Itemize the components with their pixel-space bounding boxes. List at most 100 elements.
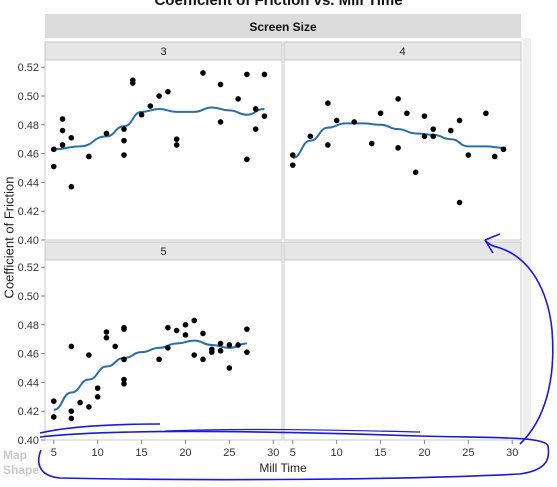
data-point bbox=[68, 134, 75, 141]
x-tick-label: 5 bbox=[51, 447, 57, 459]
data-point bbox=[59, 127, 66, 134]
data-point bbox=[252, 126, 259, 132]
y-tick-label: 0.46 bbox=[18, 349, 39, 361]
data-point bbox=[351, 119, 358, 125]
data-point bbox=[86, 404, 92, 410]
annotation-stroke bbox=[164, 428, 421, 433]
data-point bbox=[68, 183, 75, 190]
data-point bbox=[86, 153, 92, 160]
y-tick-label: 0.40 bbox=[18, 435, 39, 447]
y-tick-label: 0.48 bbox=[18, 120, 39, 132]
smoother-line bbox=[53, 106, 265, 151]
data-point bbox=[244, 156, 250, 163]
data-point bbox=[465, 152, 472, 158]
data-point bbox=[307, 133, 314, 140]
data-point bbox=[121, 381, 127, 387]
data-point bbox=[112, 343, 119, 350]
data-point bbox=[173, 142, 180, 148]
data-point bbox=[252, 106, 259, 112]
y-tick-label: 0.44 bbox=[18, 177, 39, 189]
data-point bbox=[412, 169, 419, 176]
data-point bbox=[244, 349, 250, 355]
data-point bbox=[94, 394, 101, 400]
data-point bbox=[165, 345, 171, 351]
data-point bbox=[325, 100, 331, 106]
x-tick-label: 25 bbox=[462, 447, 474, 459]
data-point bbox=[200, 70, 206, 76]
y-tick-label: 0.52 bbox=[18, 62, 39, 74]
data-point bbox=[217, 81, 224, 88]
data-point bbox=[217, 347, 224, 354]
data-point bbox=[121, 152, 127, 158]
data-point bbox=[165, 88, 171, 95]
y-tick-label: 0.42 bbox=[18, 406, 39, 418]
data-point bbox=[129, 80, 136, 86]
data-point bbox=[430, 126, 437, 132]
data-point bbox=[59, 142, 66, 148]
data-point bbox=[173, 327, 180, 334]
data-point bbox=[182, 332, 189, 338]
data-point bbox=[200, 356, 206, 363]
data-point bbox=[50, 414, 57, 420]
group-header-label: Screen Size bbox=[249, 20, 317, 34]
data-point bbox=[261, 71, 268, 78]
data-point bbox=[208, 346, 215, 353]
data-point bbox=[68, 343, 75, 350]
data-point bbox=[244, 326, 250, 332]
data-point bbox=[50, 146, 57, 153]
data-point bbox=[421, 133, 428, 140]
data-point bbox=[191, 317, 198, 324]
data-point bbox=[235, 96, 241, 102]
smoother-line bbox=[53, 339, 247, 411]
data-point bbox=[325, 142, 331, 148]
data-point bbox=[121, 376, 127, 383]
x-tick-label: 30 bbox=[267, 447, 279, 459]
x-tick-label: 10 bbox=[331, 447, 343, 459]
panel-header-label: 3 bbox=[160, 46, 166, 58]
x-axis-label: Mill Time bbox=[259, 461, 307, 475]
data-point bbox=[368, 140, 375, 147]
data-point bbox=[500, 146, 507, 153]
panel-frame bbox=[283, 59, 522, 241]
data-point bbox=[217, 340, 224, 347]
annotation-arrow-head bbox=[484, 233, 501, 254]
y-tick-label: 0.44 bbox=[18, 377, 39, 389]
x-tick-label: 5 bbox=[290, 447, 296, 459]
data-point bbox=[217, 119, 224, 125]
x-tick-label: 20 bbox=[179, 447, 191, 459]
data-point bbox=[226, 342, 233, 348]
x-tick-label: 10 bbox=[92, 447, 104, 459]
data-point bbox=[456, 117, 463, 124]
group-header-bg bbox=[45, 14, 521, 38]
x-tick-label: 25 bbox=[223, 447, 235, 459]
y-tick-label: 0.48 bbox=[18, 320, 39, 332]
data-point bbox=[94, 385, 101, 391]
data-point bbox=[50, 398, 57, 404]
data-point bbox=[483, 110, 489, 117]
data-point bbox=[156, 93, 162, 99]
y-tick-label: 0.42 bbox=[18, 206, 39, 218]
data-point bbox=[147, 103, 154, 109]
data-point bbox=[430, 133, 437, 140]
x-tick-label: 20 bbox=[418, 447, 430, 459]
data-point bbox=[333, 117, 340, 124]
data-point bbox=[121, 326, 127, 332]
data-point bbox=[491, 153, 498, 160]
data-point bbox=[395, 96, 401, 102]
x-tick-label: 30 bbox=[506, 447, 518, 459]
data-point bbox=[59, 116, 66, 122]
panel-header bbox=[283, 241, 522, 261]
panel-header-label: 4 bbox=[399, 46, 405, 58]
data-point bbox=[50, 163, 57, 170]
annotation-stroke bbox=[39, 423, 161, 434]
data-point bbox=[156, 356, 162, 363]
side-label-map: Map bbox=[3, 448, 27, 462]
chart-title: Coefficient of Friction vs. Mill Time bbox=[154, 0, 403, 9]
data-point bbox=[86, 352, 92, 358]
data-point bbox=[173, 136, 180, 142]
data-point bbox=[421, 113, 428, 119]
data-point bbox=[447, 127, 454, 134]
panel-header-label: 5 bbox=[160, 246, 166, 258]
data-point bbox=[121, 137, 127, 144]
